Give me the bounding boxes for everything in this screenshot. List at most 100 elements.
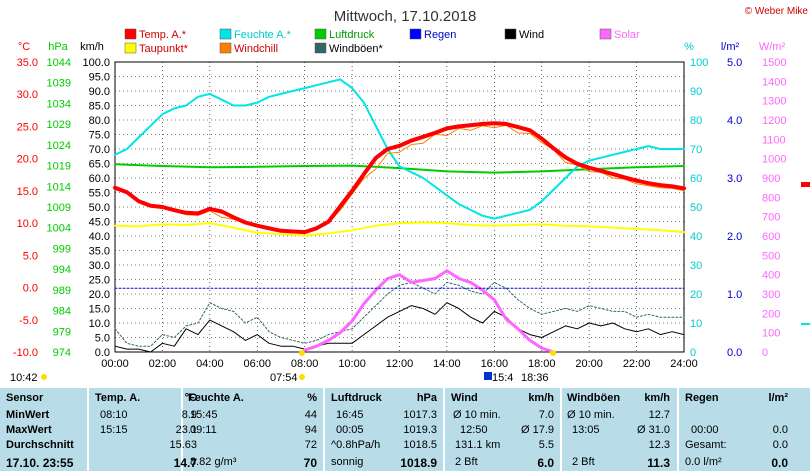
tick-label-wind-speed: 95.0 xyxy=(89,72,110,84)
chart-title: Mittwoch, 17.10.2018 xyxy=(334,8,477,25)
tick-label-wind-speed: 25.0 xyxy=(89,275,110,287)
legend-label: Regen xyxy=(424,29,456,41)
wind-distance: 131.1 km xyxy=(455,439,501,451)
legend-label: Feuchte A.* xyxy=(234,29,292,41)
tick-label-wind-speed: 100.0 xyxy=(82,57,110,69)
tick-label-pressure: 1024 xyxy=(47,140,71,152)
legend-swatch xyxy=(599,28,612,40)
sunset-time-label: 18:36 xyxy=(521,372,549,384)
max-druck-value: 1019.3 xyxy=(403,424,437,436)
legend-label: Windchill xyxy=(234,43,278,55)
tick-label-pressure: 994 xyxy=(53,264,71,276)
header-wind-unit: km/h xyxy=(528,392,554,404)
tick-label-temperature: -5.0 xyxy=(19,315,38,327)
header-feuchte: Feuchte A. xyxy=(188,392,244,404)
sunrise-time-label: 07:54 xyxy=(270,372,298,384)
tick-label-solar: 100 xyxy=(762,328,780,340)
tick-label-solar: 300 xyxy=(762,289,780,301)
copyright-label: © Weber Mike xyxy=(745,6,809,17)
tick-label-wind-speed: 90.0 xyxy=(89,86,110,98)
series-line-temp-a xyxy=(113,121,686,235)
tick-label-wind-speed: 35.0 xyxy=(89,246,110,258)
tick-label-pressure: 984 xyxy=(53,306,71,318)
tick-label-pressure: 1004 xyxy=(47,223,71,235)
x-tick-label: 08:00 xyxy=(291,358,319,370)
series-line-windb-en xyxy=(114,281,685,347)
legend-label: Wind xyxy=(519,29,544,41)
tick-label-temperature: 0.0 xyxy=(23,283,38,295)
x-tick-label: 22:00 xyxy=(623,358,651,370)
x-tick-label: 20:00 xyxy=(575,358,603,370)
chart-legend: Temp. A.* Feuchte A.* Luftdruck Regen Wind So… xyxy=(124,28,640,55)
header-boeen-unit: km/h xyxy=(644,392,670,404)
header-regen-unit: l/m² xyxy=(768,392,788,404)
legend-swatch xyxy=(124,28,137,40)
tick-label-humidity: 40 xyxy=(690,231,702,243)
axis-unit-label: °C xyxy=(18,41,30,53)
sunrise-icon xyxy=(299,374,305,380)
noon-marker-icon xyxy=(484,372,492,380)
max-druck-time: 00:05 xyxy=(336,424,364,436)
tick-label-humidity: 70 xyxy=(690,144,702,156)
tick-label-solar: 800 xyxy=(762,192,780,204)
header-druck-unit: hPa xyxy=(416,392,437,404)
tick-label-rain: 5.0 xyxy=(727,57,742,69)
max-wind-time: 12:50 xyxy=(460,424,488,436)
sun-marker-icon xyxy=(41,374,47,380)
tick-label-temperature: 30.0 xyxy=(17,89,38,101)
tick-label-humidity: 60 xyxy=(690,173,702,185)
tick-label-pressure: 1039 xyxy=(47,78,71,90)
tick-label-pressure: 1009 xyxy=(47,202,71,214)
sunset-icon xyxy=(550,350,556,356)
tick-label-solar: 400 xyxy=(762,270,780,282)
tick-label-pressure: 1014 xyxy=(47,181,71,193)
tick-label-humidity: 100 xyxy=(690,57,708,69)
max-temp-value: 23.1 xyxy=(175,424,197,436)
regen-total-label: Gesamt: xyxy=(685,439,727,451)
legend-label: Luftdruck xyxy=(329,29,375,41)
legend-swatch xyxy=(504,28,517,40)
legend-swatch xyxy=(219,28,232,40)
chart-series xyxy=(113,78,686,354)
tick-label-pressure: 979 xyxy=(53,326,71,338)
tick-label-solar: 1100 xyxy=(762,134,786,146)
max-temp-time: 15:15 xyxy=(100,424,128,436)
tick-label-pressure: 1019 xyxy=(47,161,71,173)
tick-label-wind-speed: 15.0 xyxy=(89,304,110,316)
tick-label-temperature: 15.0 xyxy=(17,186,38,198)
tick-label-wind-speed: 50.0 xyxy=(89,202,110,214)
axis-ticks: 35.0 30.0 25.0 20.0 15.0 10.0 5.0 0.0 -5.0 -10.0 1… xyxy=(13,57,787,370)
max-feuchte-value: 94 xyxy=(304,424,317,436)
avg-boeen-value: 12.3 xyxy=(648,439,670,451)
legend-swatch xyxy=(124,42,137,54)
now-boeen-bft: 2 Bft xyxy=(572,456,595,468)
legend-swatch xyxy=(219,42,232,54)
tick-label-wind-speed: 55.0 xyxy=(89,188,110,200)
tick-label-solar: 1000 xyxy=(762,154,786,166)
tick-label-humidity: 0 xyxy=(690,347,696,359)
tick-label-rain: 2.0 xyxy=(727,231,742,243)
min-druck-value: 1017.3 xyxy=(403,409,437,421)
min-feuchte-value: 44 xyxy=(304,409,317,421)
tick-label-temperature: 20.0 xyxy=(17,154,38,166)
tick-label-wind-speed: 5.0 xyxy=(95,333,110,345)
tick-label-humidity: 10 xyxy=(690,318,702,330)
x-tick-label: 00:00 xyxy=(101,358,129,370)
axes-unit-labels: °C hPa km/h% l/m² W/m² xyxy=(18,41,786,53)
tick-label-humidity: 50 xyxy=(690,202,702,214)
legend-swatch xyxy=(314,28,327,40)
chart-grid xyxy=(114,61,685,353)
tick-label-wind-speed: 45.0 xyxy=(89,217,110,229)
tick-label-wind-speed: 0.0 xyxy=(95,347,110,359)
avg-wind-value: 5.5 xyxy=(538,439,554,451)
tick-label-wind-speed: 30.0 xyxy=(89,260,110,272)
tick-label-temperature: 5.0 xyxy=(23,250,38,262)
series-line-solar xyxy=(303,269,556,354)
x-tick-label: 16:00 xyxy=(481,358,509,370)
legend-label: Taupunkt* xyxy=(139,43,189,55)
min-boeen-label: Ø 10 min. xyxy=(567,409,615,421)
sunrise-axis-icon xyxy=(299,350,305,356)
tick-label-wind-speed: 80.0 xyxy=(89,115,110,127)
tick-label-temperature: 25.0 xyxy=(17,121,38,133)
x-tick-label: 14:00 xyxy=(433,358,461,370)
